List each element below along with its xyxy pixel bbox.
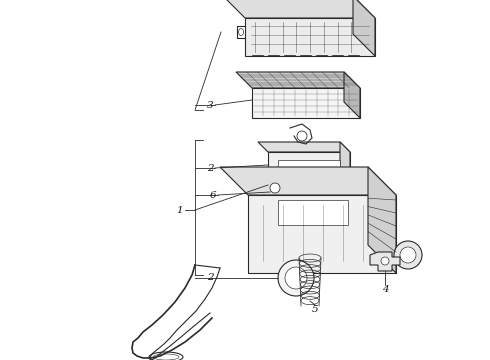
Circle shape bbox=[297, 131, 307, 141]
Text: 6: 6 bbox=[210, 190, 216, 199]
Ellipse shape bbox=[153, 354, 179, 360]
Text: 2: 2 bbox=[207, 163, 213, 172]
Polygon shape bbox=[236, 72, 360, 88]
Polygon shape bbox=[223, 0, 375, 18]
Circle shape bbox=[285, 267, 307, 289]
Circle shape bbox=[381, 257, 389, 265]
Polygon shape bbox=[268, 152, 350, 198]
Text: 5: 5 bbox=[312, 306, 318, 315]
Text: 2: 2 bbox=[207, 274, 213, 283]
Polygon shape bbox=[220, 167, 396, 195]
Circle shape bbox=[394, 241, 422, 269]
Polygon shape bbox=[370, 252, 400, 271]
Ellipse shape bbox=[239, 28, 244, 36]
Polygon shape bbox=[353, 0, 375, 56]
Text: 3: 3 bbox=[207, 100, 213, 109]
Polygon shape bbox=[252, 88, 360, 118]
Polygon shape bbox=[245, 18, 375, 56]
Circle shape bbox=[278, 260, 314, 296]
Polygon shape bbox=[278, 160, 340, 190]
Text: 4: 4 bbox=[382, 285, 388, 294]
Polygon shape bbox=[368, 167, 396, 273]
Circle shape bbox=[400, 247, 416, 263]
Polygon shape bbox=[248, 195, 396, 273]
Ellipse shape bbox=[149, 352, 183, 360]
Polygon shape bbox=[258, 142, 350, 152]
Polygon shape bbox=[344, 72, 360, 118]
Text: 1: 1 bbox=[177, 206, 183, 215]
Circle shape bbox=[270, 183, 280, 193]
Bar bbox=[278, 200, 348, 225]
Polygon shape bbox=[340, 142, 350, 198]
